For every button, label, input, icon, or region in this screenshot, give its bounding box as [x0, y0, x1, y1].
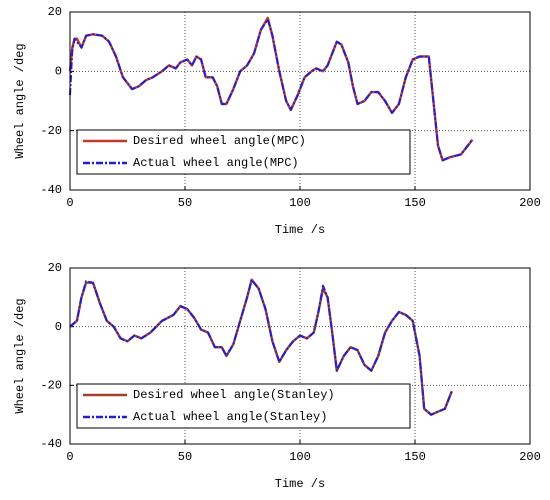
x-axis-label: Time /s: [275, 223, 325, 237]
legend-label: Actual wheel angle(MPC): [133, 156, 299, 170]
plot-frame: [69, 11, 531, 191]
y-tick-label: 20: [48, 5, 62, 19]
legend-label: Desired wheel angle(MPC): [133, 134, 306, 148]
x-tick-label: 100: [289, 450, 311, 464]
y-tick-label: -20: [40, 124, 62, 138]
x-tick-label: 150: [404, 196, 426, 210]
legend-box: [76, 129, 411, 175]
x-tick-label: 0: [66, 450, 73, 464]
legend-box: [76, 383, 411, 429]
y-tick-label: 0: [55, 320, 62, 334]
x-tick-label: 150: [404, 450, 426, 464]
plot-frame: [69, 267, 531, 445]
x-tick-label: 200: [519, 450, 541, 464]
y-axis-label: Wheel angle /deg: [13, 298, 27, 413]
y-tick-label: 20: [48, 261, 62, 275]
y-tick-label: -20: [40, 379, 62, 393]
x-tick-label: 0: [66, 196, 73, 210]
series-line: [69, 278, 453, 416]
y-tick-label: 0: [55, 65, 62, 79]
x-tick-label: 200: [519, 196, 541, 210]
x-axis-label: Time /s: [275, 477, 325, 491]
y-tick-label: -40: [40, 437, 62, 451]
series-line: [69, 18, 474, 162]
legend-label: Desired wheel angle(Stanley): [133, 388, 335, 402]
legend-label: Actual wheel angle(Stanley): [133, 410, 327, 424]
y-axis-label: Wheel angle /deg: [13, 43, 27, 158]
y-tick-label: -40: [40, 183, 62, 197]
x-tick-label: 50: [178, 196, 192, 210]
x-tick-label: 50: [178, 450, 192, 464]
x-tick-label: 100: [289, 196, 311, 210]
